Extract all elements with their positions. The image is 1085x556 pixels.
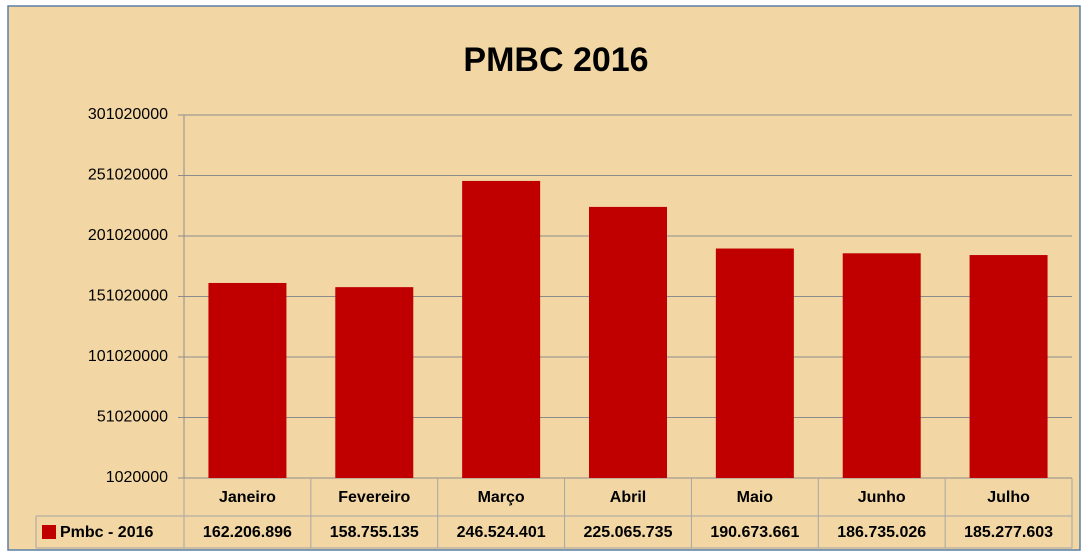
data-label: 225.065.735 [584,524,673,541]
bar [208,282,287,478]
chart-title: PMBC 2016 [463,41,648,79]
x-tick-label: Julho [987,489,1030,506]
y-tick-label: 301020000 [88,106,168,123]
x-tick-label: Janeiro [219,489,276,506]
bar [335,287,414,478]
data-label: 190.673.661 [710,524,799,541]
bar [589,206,667,478]
x-tick-label: Fevereiro [338,489,410,506]
x-tick-label: Junho [858,489,906,506]
data-label: 185.277.603 [964,524,1053,541]
y-tick-label: 201020000 [88,227,168,244]
bar [969,255,1048,478]
data-label: 186.735.026 [837,524,926,541]
legend-key [42,525,56,539]
data-label: 246.524.401 [457,524,546,541]
x-tick-label: Abril [610,489,646,506]
data-label: 158.755.135 [330,524,419,541]
x-tick-label: Maio [737,489,774,506]
y-tick-label: 151020000 [88,288,168,305]
bar [715,248,794,478]
y-tick-label: 101020000 [88,348,168,365]
y-tick-label: 1020000 [106,469,168,486]
data-label: 162.206.896 [203,524,292,541]
y-tick-label: 51020000 [97,409,168,426]
bar [842,253,921,478]
y-tick-label: 251020000 [88,167,168,184]
x-tick-label: Março [478,489,525,506]
bar [462,180,541,478]
legend-label: Pmbc - 2016 [60,524,153,541]
